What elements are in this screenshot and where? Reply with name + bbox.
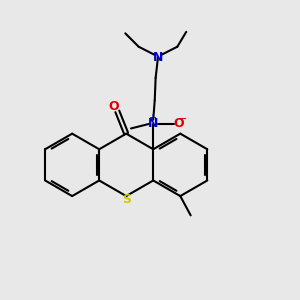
Text: N: N [153, 51, 163, 64]
Text: O: O [173, 118, 184, 130]
Text: +: + [148, 113, 156, 123]
Text: −: − [178, 114, 188, 124]
Text: O: O [108, 100, 119, 112]
Text: S: S [122, 193, 131, 206]
Text: N: N [148, 118, 158, 130]
